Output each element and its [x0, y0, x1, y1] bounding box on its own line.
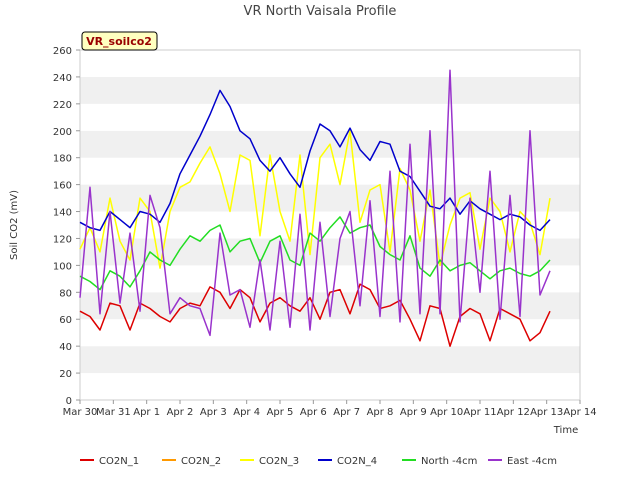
x-tick-label: Apr 4 — [233, 407, 260, 418]
grid-band — [80, 103, 580, 131]
y-tick-label: 60 — [59, 315, 72, 326]
x-tick-label: Apr 1 — [133, 407, 160, 418]
x-tick-label: Apr 14 — [563, 407, 596, 418]
y-tick-label: 200 — [53, 127, 72, 138]
y-tick-label: 80 — [59, 288, 72, 299]
grid-band — [80, 373, 580, 400]
grid-band — [80, 50, 580, 77]
legend-label: North -4cm — [421, 456, 477, 467]
x-tick-label: Mar 31 — [96, 407, 131, 418]
y-tick-label: 0 — [66, 396, 72, 407]
y-tick-label: 240 — [53, 73, 72, 84]
y-tick-label: 120 — [53, 234, 72, 245]
grid-band — [80, 184, 580, 212]
series-line-east-4cm — [79, 69, 551, 337]
x-tick-label: Apr 3 — [200, 407, 227, 418]
x-tick-label: Apr 12 — [497, 407, 530, 418]
series-layer — [79, 69, 551, 347]
legend-label: East -4cm — [507, 456, 557, 467]
y-tick-label: 180 — [53, 154, 72, 165]
legend-label: CO2N_1 — [99, 456, 139, 467]
x-tick-label: Mar 30 — [63, 407, 98, 418]
x-tick-label: Apr 13 — [530, 407, 563, 418]
grid-band — [80, 346, 580, 374]
x-tick-label: Apr 9 — [400, 407, 427, 418]
x-tick-label: Apr 10 — [430, 407, 463, 418]
x-tick-label: Apr 6 — [300, 407, 327, 418]
y-tick-label: 100 — [53, 261, 72, 272]
plot-background-bands — [80, 50, 580, 400]
y-tick-label: 160 — [53, 181, 72, 192]
chart-badge-label: VR_soilco2 — [86, 35, 152, 48]
x-tick-label: Apr 8 — [367, 407, 394, 418]
series-line-co2n-1 — [79, 283, 551, 347]
series-line-north-4cm — [79, 216, 551, 291]
y-tick-label: 260 — [53, 46, 72, 57]
x-axis-label: Time — [553, 425, 578, 436]
y-axis: 0 20 40 60 80 100 120 140 160 180 200 220 240 260 — [53, 46, 80, 407]
legend: CO2N_1 CO2N_2 CO2N_3 CO2N_4 North -4cm East -… — [80, 456, 557, 467]
plot-frame — [79, 49, 581, 401]
y-tick-label: 20 — [59, 369, 72, 380]
legend-label: CO2N_2 — [181, 456, 221, 467]
x-tick-label: Apr 2 — [167, 407, 194, 418]
chart-badge: VR_soilco2 — [81, 31, 158, 51]
y-axis-label: Soil CO2 (mV) — [9, 190, 20, 260]
x-tick-label: Apr 11 — [463, 407, 496, 418]
chart-title: VR North Vaisala Profile — [244, 4, 397, 19]
y-tick-label: 140 — [53, 208, 72, 219]
y-tick-label: 40 — [59, 342, 72, 353]
legend-label: CO2N_4 — [337, 456, 377, 467]
grid-band — [80, 76, 580, 104]
legend-label: CO2N_3 — [259, 456, 299, 467]
x-tick-label: Apr 5 — [267, 407, 294, 418]
y-tick-label: 220 — [53, 100, 72, 111]
x-tick-label: Apr 7 — [333, 407, 360, 418]
grid-band — [80, 157, 580, 185]
grid-band — [80, 319, 580, 347]
